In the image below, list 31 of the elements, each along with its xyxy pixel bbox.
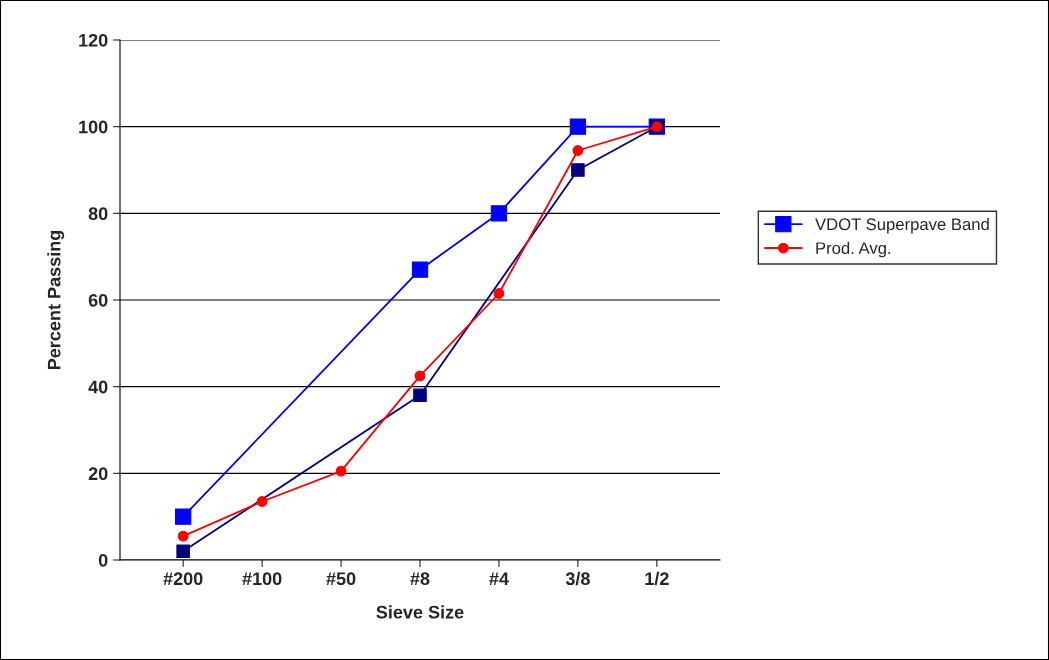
x-tick-label: 1/2 — [645, 571, 669, 586]
point — [572, 145, 584, 156]
y-tick-label: 120 — [79, 33, 108, 47]
y-tick-label: 80 — [88, 207, 108, 221]
point — [256, 496, 268, 507]
point — [493, 288, 505, 299]
point — [571, 163, 585, 177]
point — [413, 388, 427, 403]
y-tick-label: 100 — [79, 120, 108, 134]
x-tick-label: #200 — [163, 572, 203, 586]
x-tick-label: 3/8 — [565, 571, 590, 586]
point — [177, 530, 189, 542]
x-axis-title: Sieve Size — [376, 605, 464, 619]
y-axis-title: Percent Passing — [47, 230, 65, 370]
y-tick-label: 40 — [88, 380, 108, 394]
y-tick-label: 20 — [88, 467, 108, 481]
y-tick-label: 0 — [98, 553, 108, 567]
legend-label: VDOT Superpave Band — [815, 217, 989, 234]
x-tick-label: #100 — [242, 572, 282, 586]
point — [411, 261, 429, 278]
point — [414, 370, 426, 382]
point — [569, 118, 587, 135]
x-tick-label: #8 — [410, 572, 430, 586]
x-tick-label: #50 — [326, 572, 356, 586]
y-tick-label: 60 — [88, 293, 108, 307]
x-tick-label: #4 — [489, 572, 509, 585]
point — [176, 544, 190, 559]
point — [490, 205, 508, 222]
legend-label: Prod. Avg. — [816, 241, 891, 258]
point — [175, 508, 192, 525]
point — [335, 465, 347, 477]
